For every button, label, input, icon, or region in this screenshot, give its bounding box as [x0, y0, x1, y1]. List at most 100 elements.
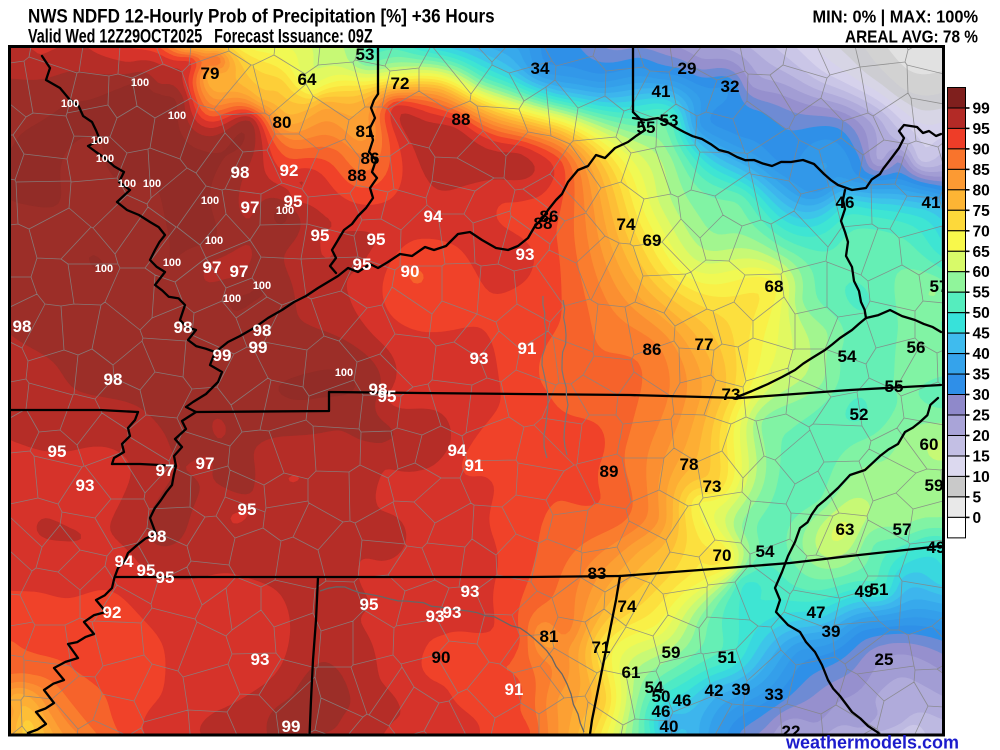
- svg-text:0: 0: [973, 510, 982, 527]
- svg-text:63: 63: [836, 520, 855, 539]
- svg-text:95: 95: [378, 387, 397, 406]
- svg-text:73: 73: [722, 385, 741, 404]
- svg-text:100: 100: [335, 367, 353, 379]
- svg-text:100: 100: [118, 178, 136, 190]
- svg-text:57: 57: [930, 277, 949, 296]
- svg-text:51: 51: [718, 648, 737, 667]
- svg-text:90: 90: [973, 141, 990, 158]
- svg-text:NWS NDFD 12-Hourly Prob of Pre: NWS NDFD 12-Hourly Prob of Precipitation…: [28, 4, 495, 26]
- svg-text:74: 74: [617, 215, 636, 234]
- svg-text:29: 29: [678, 59, 697, 78]
- svg-text:56: 56: [907, 338, 926, 357]
- svg-text:49: 49: [927, 538, 946, 557]
- svg-text:95: 95: [353, 255, 372, 274]
- svg-text:57: 57: [893, 520, 912, 539]
- svg-text:40: 40: [660, 717, 679, 736]
- svg-text:100: 100: [168, 110, 186, 122]
- svg-text:41: 41: [652, 82, 671, 101]
- svg-text:99: 99: [213, 346, 232, 365]
- svg-text:73: 73: [703, 477, 722, 496]
- svg-text:93: 93: [470, 349, 489, 368]
- svg-text:42: 42: [705, 681, 724, 700]
- svg-text:35: 35: [973, 367, 991, 384]
- svg-text:98: 98: [104, 370, 123, 389]
- svg-text:100: 100: [95, 263, 113, 275]
- svg-text:70: 70: [973, 223, 990, 240]
- svg-text:93: 93: [426, 607, 445, 626]
- svg-text:weathermodels.com: weathermodels.com: [785, 733, 959, 750]
- svg-text:100: 100: [205, 235, 223, 247]
- svg-text:55: 55: [973, 285, 991, 302]
- svg-text:97: 97: [203, 258, 222, 277]
- svg-text:98: 98: [174, 318, 193, 337]
- svg-text:99: 99: [249, 338, 268, 357]
- svg-text:98: 98: [253, 321, 272, 340]
- svg-text:94: 94: [115, 552, 134, 571]
- svg-text:93: 93: [76, 476, 95, 495]
- svg-text:50: 50: [973, 305, 990, 322]
- svg-text:100: 100: [143, 178, 161, 190]
- svg-text:15: 15: [973, 449, 991, 466]
- svg-text:100: 100: [91, 135, 109, 147]
- svg-text:MIN: 0% | MAX: 100%: MIN: 0% | MAX: 100%: [813, 6, 978, 27]
- svg-text:53: 53: [356, 45, 375, 64]
- svg-text:86: 86: [540, 207, 559, 226]
- svg-text:97: 97: [241, 198, 260, 217]
- svg-text:34: 34: [531, 59, 550, 78]
- svg-text:95: 95: [284, 192, 303, 211]
- svg-text:83: 83: [588, 564, 607, 583]
- svg-text:90: 90: [432, 648, 451, 667]
- svg-text:46: 46: [652, 702, 671, 721]
- svg-text:90: 90: [401, 262, 420, 281]
- svg-text:95: 95: [156, 568, 175, 587]
- svg-text:97: 97: [156, 461, 175, 480]
- svg-text:25: 25: [875, 650, 894, 669]
- svg-text:81: 81: [356, 122, 375, 141]
- svg-text:69: 69: [643, 231, 662, 250]
- svg-text:88: 88: [452, 110, 471, 129]
- svg-text:55: 55: [885, 377, 904, 396]
- svg-text:75: 75: [973, 203, 991, 220]
- svg-text:98: 98: [369, 380, 388, 399]
- svg-text:100: 100: [201, 195, 219, 207]
- svg-text:64: 64: [298, 70, 317, 89]
- svg-text:54: 54: [645, 678, 664, 697]
- svg-text:99: 99: [282, 717, 301, 736]
- svg-text:80: 80: [973, 182, 990, 199]
- svg-text:95: 95: [137, 561, 156, 580]
- svg-text:100: 100: [61, 98, 79, 110]
- svg-text:95: 95: [48, 442, 67, 461]
- svg-text:40: 40: [973, 346, 990, 363]
- svg-text:100: 100: [163, 257, 181, 269]
- svg-text:91: 91: [518, 339, 537, 358]
- svg-text:81: 81: [540, 627, 559, 646]
- svg-text:22: 22: [782, 722, 801, 741]
- svg-text:10: 10: [973, 469, 990, 486]
- svg-text:46: 46: [836, 193, 855, 212]
- svg-text:46: 46: [673, 691, 692, 710]
- svg-text:61: 61: [622, 663, 641, 682]
- svg-text:95: 95: [367, 230, 386, 249]
- svg-text:33: 33: [765, 685, 784, 704]
- svg-text:60: 60: [973, 264, 990, 281]
- svg-text:93: 93: [516, 245, 535, 264]
- svg-text:100: 100: [96, 153, 114, 165]
- svg-text:88: 88: [348, 166, 367, 185]
- svg-text:94: 94: [424, 207, 443, 226]
- svg-text:99: 99: [973, 101, 991, 118]
- svg-text:54: 54: [838, 347, 857, 366]
- svg-text:100: 100: [253, 280, 271, 292]
- svg-text:59: 59: [662, 643, 681, 662]
- svg-text:80: 80: [273, 113, 292, 132]
- svg-text:95: 95: [973, 121, 991, 138]
- svg-text:95: 95: [360, 595, 379, 614]
- svg-text:95: 95: [238, 500, 257, 519]
- svg-text:93: 93: [251, 650, 270, 669]
- svg-text:100: 100: [276, 205, 294, 217]
- svg-text:100: 100: [223, 293, 241, 305]
- svg-text:92: 92: [103, 603, 122, 622]
- svg-text:30: 30: [973, 387, 990, 404]
- svg-text:AREAL AVG: 78 %: AREAL AVG: 78 %: [845, 26, 978, 46]
- svg-text:91: 91: [505, 680, 524, 699]
- svg-text:91: 91: [465, 456, 484, 475]
